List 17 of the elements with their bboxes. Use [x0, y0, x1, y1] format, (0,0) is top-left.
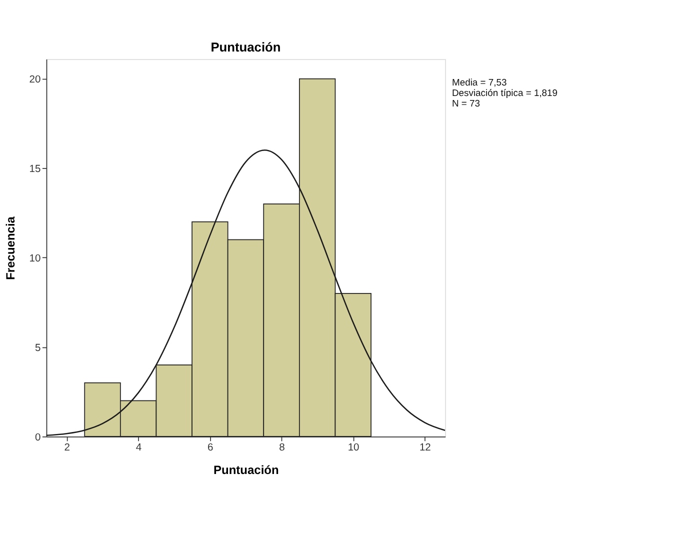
chart-title: Puntuación	[210, 39, 281, 54]
x-tick-label: 8	[279, 442, 286, 454]
y-tick-label: 10	[29, 253, 42, 264]
y-axis-title: Frecuencia	[4, 216, 18, 280]
x-tick-label: 10	[348, 442, 360, 454]
x-tick-label: 12	[419, 442, 432, 454]
y-tick-label: 20	[29, 74, 42, 86]
x-tick-label: 2	[64, 442, 70, 454]
y-tick-label: 15	[29, 164, 42, 176]
y-tick-label: 0	[35, 432, 42, 444]
x-tick-label: 6	[207, 442, 214, 454]
x-tick-label: 4	[136, 442, 142, 454]
text: Desviación típica = 1,819	[452, 86, 558, 98]
x-axis-title: Puntuación	[213, 462, 279, 477]
text: N = 73	[452, 97, 480, 108]
text: Media = 7,53	[452, 76, 507, 88]
y-tick-label: 5	[35, 342, 42, 354]
